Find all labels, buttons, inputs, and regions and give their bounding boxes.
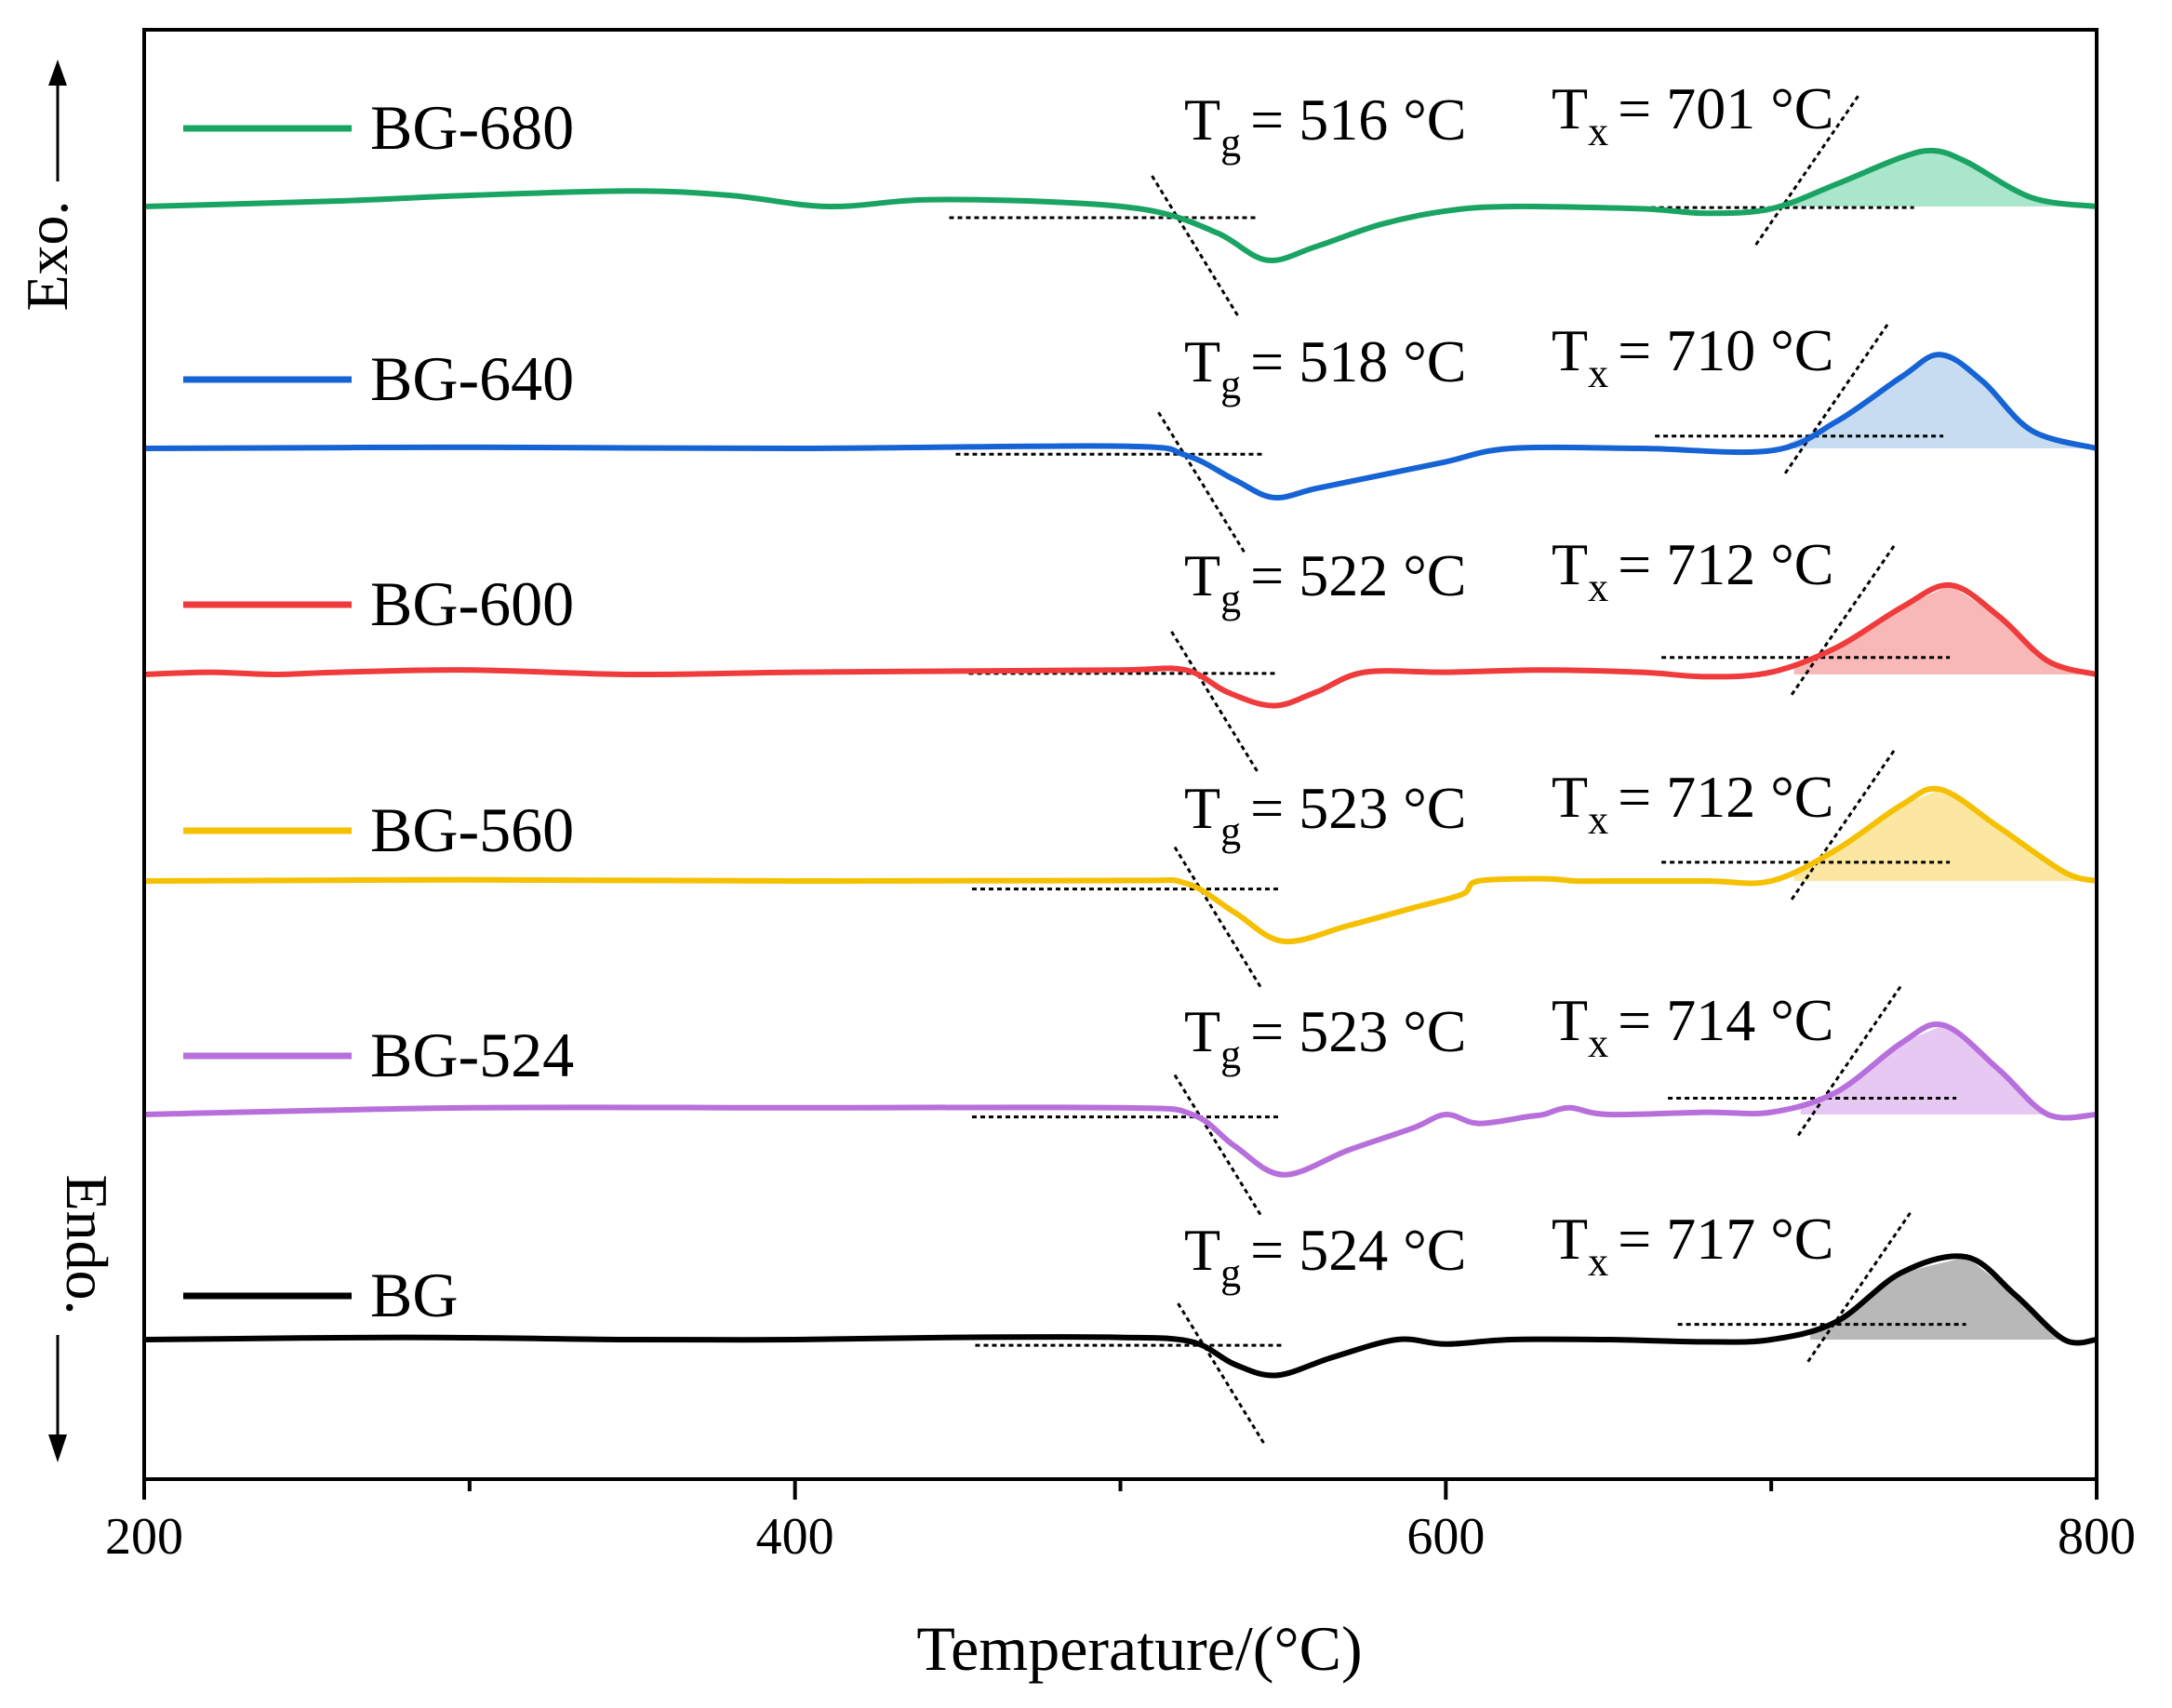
curve-bg-640 — [143, 352, 2098, 501]
tx-subscript: x — [1588, 1021, 1608, 1066]
tg-value: = 516 °C — [1250, 87, 1466, 153]
tx-subscript: x — [1588, 351, 1608, 396]
exo-arrow-icon — [48, 60, 67, 86]
curve-bg-680 — [143, 147, 2098, 263]
tx-annotation: Tx = 712 °C — [1552, 764, 1833, 843]
tg-symbol: T — [1184, 542, 1220, 608]
legend-label-bg-640: BG-640 — [370, 343, 574, 414]
tg-subscript: g — [1220, 576, 1241, 621]
tx-symbol: T — [1552, 531, 1588, 597]
tx-subscript: x — [1588, 797, 1608, 843]
tx-symbol: T — [1552, 764, 1588, 830]
peak-fill-bg-680 — [1758, 151, 2090, 207]
exo-label: Exo. — [14, 200, 80, 311]
tx-annotation: Tx = 712 °C — [1552, 531, 1833, 610]
peak-fill-bg-560 — [1793, 791, 2090, 881]
tg-subscript: g — [1220, 362, 1241, 407]
exo-indicator: Exo. — [14, 60, 80, 312]
tg-subscript: g — [1220, 1250, 1241, 1296]
tg-value: = 523 °C — [1250, 775, 1466, 841]
tg-slope-tangent — [1157, 411, 1246, 554]
tx-value: = 701 °C — [1618, 75, 1833, 141]
curve-bg-600 — [143, 581, 2098, 709]
tg-value: = 524 °C — [1250, 1217, 1466, 1283]
tg-value: = 518 °C — [1250, 328, 1466, 394]
tx-subscript: x — [1588, 1239, 1608, 1285]
peak-fill-bg-600 — [1793, 585, 2090, 674]
tg-subscript: g — [1220, 120, 1241, 166]
x-tick-label: 200 — [105, 1508, 183, 1566]
tg-value: = 523 °C — [1250, 998, 1466, 1064]
tg-annotation: Tg = 522 °C — [1184, 542, 1466, 621]
tx-annotation: Tx = 714 °C — [1552, 987, 1833, 1066]
tg-value: = 522 °C — [1250, 542, 1466, 608]
tg-subscript: g — [1220, 808, 1241, 854]
tx-annotation: Tx = 710 °C — [1552, 317, 1833, 396]
legend: BG-680 BG-640 BG-600 BG-560 BG-524 BG — [183, 92, 574, 1330]
legend-label-bg-524: BG-524 — [370, 1020, 574, 1090]
tx-value: = 714 °C — [1618, 987, 1833, 1053]
tg-annotation: Tg = 516 °C — [1184, 87, 1466, 166]
tx-annotation: Tx = 717 °C — [1552, 1206, 1833, 1285]
tg-symbol: T — [1184, 775, 1220, 841]
curve-bg-524 — [143, 1021, 2098, 1178]
tg-slope-tangent — [1173, 846, 1262, 988]
legend-label-bg-600: BG-600 — [370, 568, 574, 639]
peak-fill-bg — [1810, 1257, 2090, 1340]
x-axis-label: Temperature/(°C) — [916, 1613, 1362, 1684]
tg-slope-tangent — [1173, 1074, 1262, 1216]
annotations: Tg = 516 °C Tx = 701 °CTg = 518 °C Tx = 710 °C… — [1184, 75, 1833, 1296]
legend-label-bg: BG — [370, 1260, 458, 1330]
tg-slope-tangent — [1177, 1302, 1265, 1444]
peak-fill-bg-640 — [1787, 356, 2090, 448]
tx-value: = 710 °C — [1618, 317, 1833, 383]
tx-subscript: x — [1588, 565, 1608, 610]
legend-label-bg-680: BG-680 — [370, 92, 574, 163]
tg-subscript: g — [1220, 1032, 1241, 1077]
tg-symbol: T — [1184, 998, 1220, 1064]
tg-annotation: Tg = 524 °C — [1184, 1217, 1466, 1296]
tg-symbol: T — [1184, 87, 1220, 153]
curve-bg-560 — [143, 785, 2098, 945]
tg-slope-tangent — [1170, 631, 1259, 772]
x-tick-label: 800 — [2058, 1508, 2136, 1566]
endo-label: Endo. — [54, 1174, 120, 1314]
legend-label-bg-560: BG-560 — [370, 794, 574, 865]
tx-subscript: x — [1588, 109, 1608, 154]
tx-value: = 712 °C — [1618, 531, 1833, 597]
endo-indicator: Endo. — [48, 1174, 120, 1462]
tg-symbol: T — [1184, 1217, 1220, 1283]
tx-symbol: T — [1552, 317, 1588, 383]
crystallization-peak-fills — [1758, 151, 2090, 1340]
x-axis: 200 400 600 800 — [105, 1479, 2136, 1566]
x-tick-label: 400 — [756, 1508, 834, 1566]
tg-annotation: Tg = 523 °C — [1184, 998, 1466, 1077]
tg-annotation: Tg = 523 °C — [1184, 775, 1466, 854]
x-tick-label: 600 — [1406, 1508, 1485, 1566]
tx-value: = 712 °C — [1618, 764, 1833, 830]
tx-symbol: T — [1552, 987, 1588, 1053]
tx-annotation: Tx = 701 °C — [1552, 75, 1833, 154]
tg-annotation: Tg = 518 °C — [1184, 328, 1466, 407]
tg-symbol: T — [1184, 328, 1220, 394]
tx-symbol: T — [1552, 1206, 1588, 1272]
curve-bg — [143, 1253, 2098, 1379]
dsc-curves — [143, 147, 2098, 1379]
tx-value: = 717 °C — [1618, 1206, 1833, 1272]
tg-slope-tangent — [1151, 175, 1239, 316]
endo-arrow-icon — [48, 1434, 67, 1462]
tx-symbol: T — [1552, 75, 1588, 141]
